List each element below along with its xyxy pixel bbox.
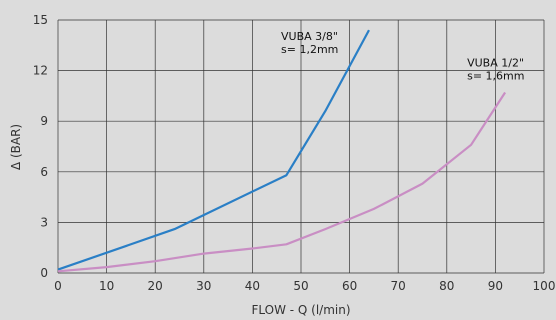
x-tick-label: 0 xyxy=(54,279,62,293)
series-name-label: VUBA 3/8" xyxy=(281,30,338,43)
series-labels: VUBA 3/8"s= 1,2mm VUBA 1/2"s= 1,6mm xyxy=(281,30,524,82)
series-note-label: s= 1,6mm xyxy=(467,70,524,83)
grid xyxy=(57,19,545,274)
x-tick-label: 40 xyxy=(245,279,260,293)
x-tick-label: 20 xyxy=(148,279,163,293)
series-group xyxy=(57,29,507,273)
x-tick-label: 80 xyxy=(439,279,454,293)
series-line-2 xyxy=(57,91,507,273)
x-axis-label: FLOW - Q (l/min) xyxy=(251,303,350,317)
y-tick-label: 15 xyxy=(33,13,48,27)
series-note-label: s= 1,2mm xyxy=(281,43,338,56)
x-tick-label: 60 xyxy=(342,279,357,293)
y-tick-label: 6 xyxy=(40,165,48,179)
x-tick-label: 30 xyxy=(196,279,211,293)
y-tick-label: 0 xyxy=(40,266,48,280)
y-tick-label: 9 xyxy=(40,114,48,128)
tick-labels: 0 10 20 30 40 50 60 70 80 90 100 0 3 6 9 12 15 xyxy=(33,13,556,293)
series-line-1 xyxy=(57,29,370,271)
y-tick-label: 12 xyxy=(33,64,48,78)
series-name-label: VUBA 1/2" xyxy=(467,57,524,70)
y-axis-label: Δ (BAR) xyxy=(9,124,23,170)
x-tick-label: 10 xyxy=(99,279,114,293)
y-tick-label: 3 xyxy=(40,215,48,229)
x-tick-label: 70 xyxy=(391,279,406,293)
x-tick-label: 50 xyxy=(293,279,308,293)
x-tick-label: 100 xyxy=(533,279,556,293)
x-tick-label: 90 xyxy=(488,279,503,293)
